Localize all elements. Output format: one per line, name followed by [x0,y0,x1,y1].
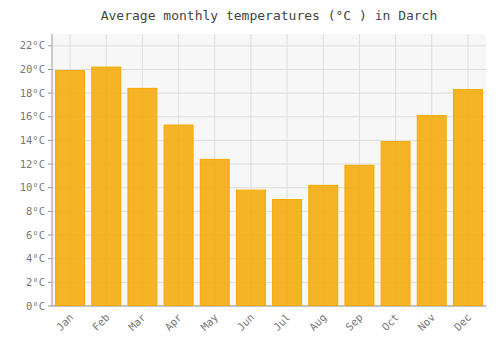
x-tick-label: Jun [234,311,256,333]
bar [56,71,85,306]
bar [309,185,338,306]
y-axis-line [52,34,53,306]
y-tick [48,116,52,117]
bar [453,90,482,306]
x-tick-label: Mar [126,311,148,333]
axes: 0°C 2°C 4°C 6°C 8°C 10°C 12°C 14°C 16°C 18°C 20°C 2… [20,34,486,333]
bar [164,125,193,306]
y-tick-label: 22°C [20,39,45,51]
y-tick-label: 12°C [20,158,45,170]
y-tick [48,69,52,70]
y-tick [48,45,52,46]
y-tick-label: 20°C [20,63,45,75]
bar [128,88,157,306]
x-tick-label: Jul [271,311,293,333]
x-tick-label: Dec [451,311,473,333]
y-tick [48,93,52,94]
y-tick-label: 2°C [26,276,45,288]
y-tick-label: 16°C [20,110,45,122]
title: Average monthly temperatures (°C ) in Da… [101,8,438,23]
y-tick [48,187,52,188]
y-tick [48,258,52,259]
grid-line-y [52,45,486,46]
bar [92,67,121,306]
bar [417,116,446,306]
x-tick-label: May [198,311,220,333]
bars [56,67,483,306]
y-tick-label: 14°C [20,134,45,146]
y-tick [48,306,52,307]
x-tick-label: Nov [415,311,437,333]
y-tick-label: 0°C [26,300,45,312]
x-tick-label: Oct [379,311,401,333]
y-tick [48,164,52,165]
plot-area [52,34,486,306]
y-tick [48,211,52,212]
y-tick [48,235,52,236]
x-tick-label: Apr [162,311,184,333]
x-tick-label: Jan [54,311,76,333]
bar [236,190,265,306]
grid [52,34,486,306]
y-tick-label: 4°C [26,252,45,264]
y-tick-label: 10°C [20,181,45,193]
chart: 0°C 2°C 4°C 6°C 8°C 10°C 12°C 14°C 16°C 18°C 20°C 2… [0,0,500,350]
bar [273,200,302,306]
bar [381,142,410,306]
y-tick-label: 6°C [26,229,45,241]
x-tick-label: Feb [90,311,112,333]
y-tick [48,282,52,283]
x-tick-label: Sep [343,311,365,333]
bar [345,165,374,306]
y-tick [48,140,52,141]
bar [200,159,229,306]
y-tick-label: 18°C [20,87,45,99]
y-tick-label: 8°C [26,205,45,217]
x-tick-label: Aug [307,311,329,333]
